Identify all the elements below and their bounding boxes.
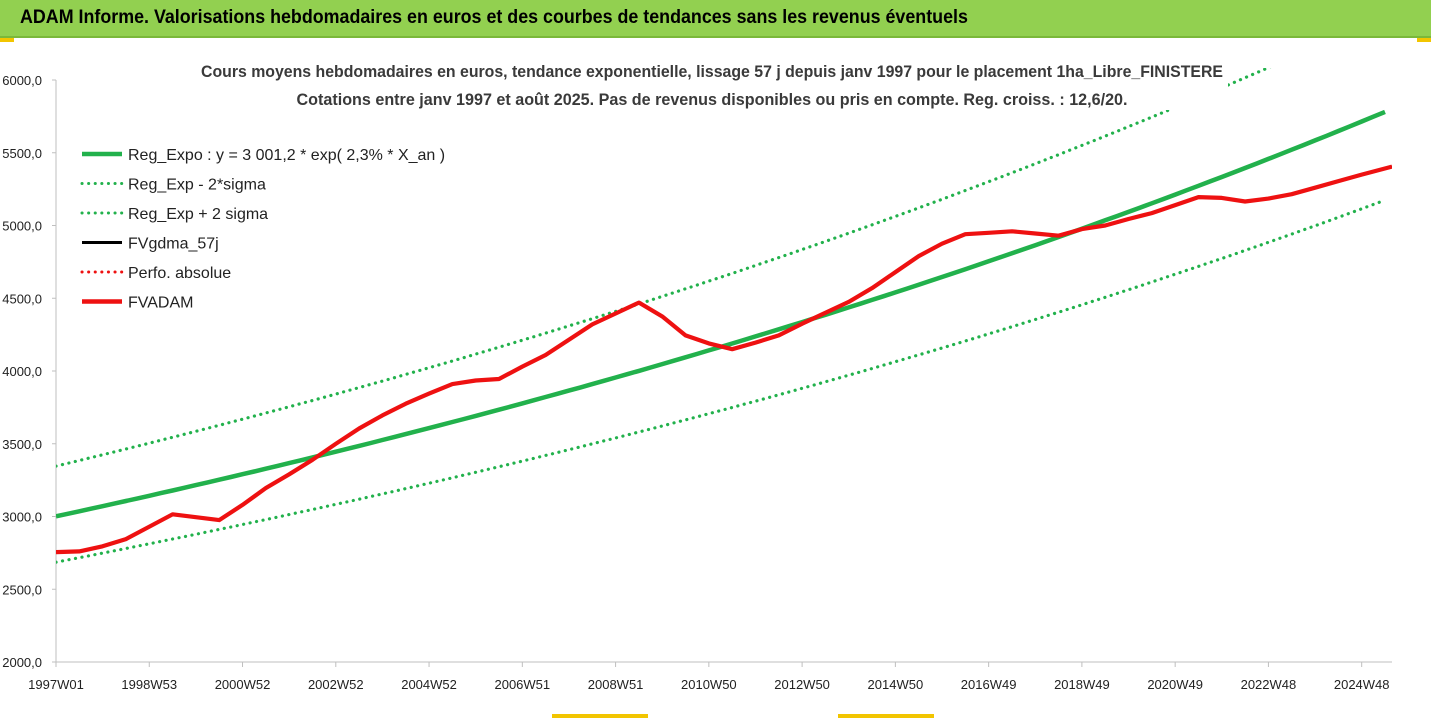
- report-banner: ADAM Informe. Valorisations hebdomadaire…: [0, 0, 1431, 38]
- x-tick-label: 2002W52: [308, 677, 364, 692]
- x-tick-label: 2000W52: [215, 677, 271, 692]
- report-title: ADAM Informe. Valorisations hebdomadaire…: [20, 7, 968, 28]
- x-tick-label: 2006W51: [494, 677, 550, 692]
- x-tick-label: 2010W50: [681, 677, 737, 692]
- reg-exp-minus-2sigma-line: [56, 198, 1387, 564]
- trend-chart: 2000,0 2500,0 3000,0 3500,0 4000,0 4500,0 5000…: [2, 60, 1392, 692]
- legend-label: Reg_Expo : y = 3 001,2 * exp( 2,3% * X_a…: [128, 147, 445, 164]
- x-tick-label: 2012W50: [774, 677, 830, 692]
- y-tick-label: 2500,0: [2, 582, 42, 597]
- y-tick-label: 4500,0: [2, 291, 42, 306]
- corner-mark-bottom-left: [552, 714, 648, 718]
- x-tick-label: 2014W50: [868, 677, 924, 692]
- y-tick-label: 6000,0: [2, 73, 42, 88]
- x-tick-label: 2016W49: [961, 677, 1017, 692]
- plot-area: [56, 68, 1392, 564]
- legend-label: FVADAM: [128, 295, 193, 312]
- x-tick-label: 1998W53: [121, 677, 177, 692]
- chart-title-line-1: Cours moyens hebdomadaires en euros, ten…: [201, 63, 1223, 81]
- x-axis: 1997W01 1998W53 2000W52 2002W52 2004W52 2006W…: [28, 661, 1392, 692]
- legend: Reg_Expo : y = 3 001,2 * exp( 2,3% * X_a…: [80, 147, 445, 312]
- y-tick-label: 3000,0: [2, 510, 42, 525]
- x-tick-label: 2022W48: [1241, 677, 1297, 692]
- legend-label: Reg_Exp - 2*sigma: [128, 177, 266, 194]
- corner-mark-bottom-right: [838, 714, 934, 718]
- x-tick-label: 2024W48: [1334, 677, 1390, 692]
- reg-expo-line: [56, 109, 1386, 519]
- y-tick-label: 5500,0: [2, 146, 42, 161]
- y-tick-label: 2000,0: [2, 655, 42, 670]
- x-tick-label: 2018W49: [1054, 677, 1110, 692]
- y-tick-label: 3500,0: [2, 437, 42, 452]
- legend-label: Perfo. absolue: [128, 265, 231, 282]
- legend-label: FVgdma_57j: [128, 236, 219, 253]
- y-tick-label: 5000,0: [2, 219, 42, 234]
- chart-title: Cours moyens hebdomadaires en euros, ten…: [200, 60, 1228, 110]
- x-tick-label: 2020W49: [1147, 677, 1203, 692]
- x-tick-label: 1997W01: [28, 677, 84, 692]
- y-tick-label: 4000,0: [2, 364, 42, 379]
- series-fvadam: [56, 164, 1392, 555]
- chart-title-backdrop: [200, 60, 1228, 110]
- x-tick-label: 2008W51: [588, 677, 644, 692]
- x-tick-label: 2004W52: [401, 677, 457, 692]
- corner-mark-top-right: [1417, 38, 1431, 42]
- chart-title-line-2: Cotations entre janv 1997 et août 2025. …: [297, 91, 1128, 109]
- corner-mark-top-left: [0, 38, 14, 42]
- y-axis: 2000,0 2500,0 3000,0 3500,0 4000,0 4500,0 5000…: [2, 73, 57, 670]
- legend-label: Reg_Exp + 2 sigma: [128, 206, 268, 223]
